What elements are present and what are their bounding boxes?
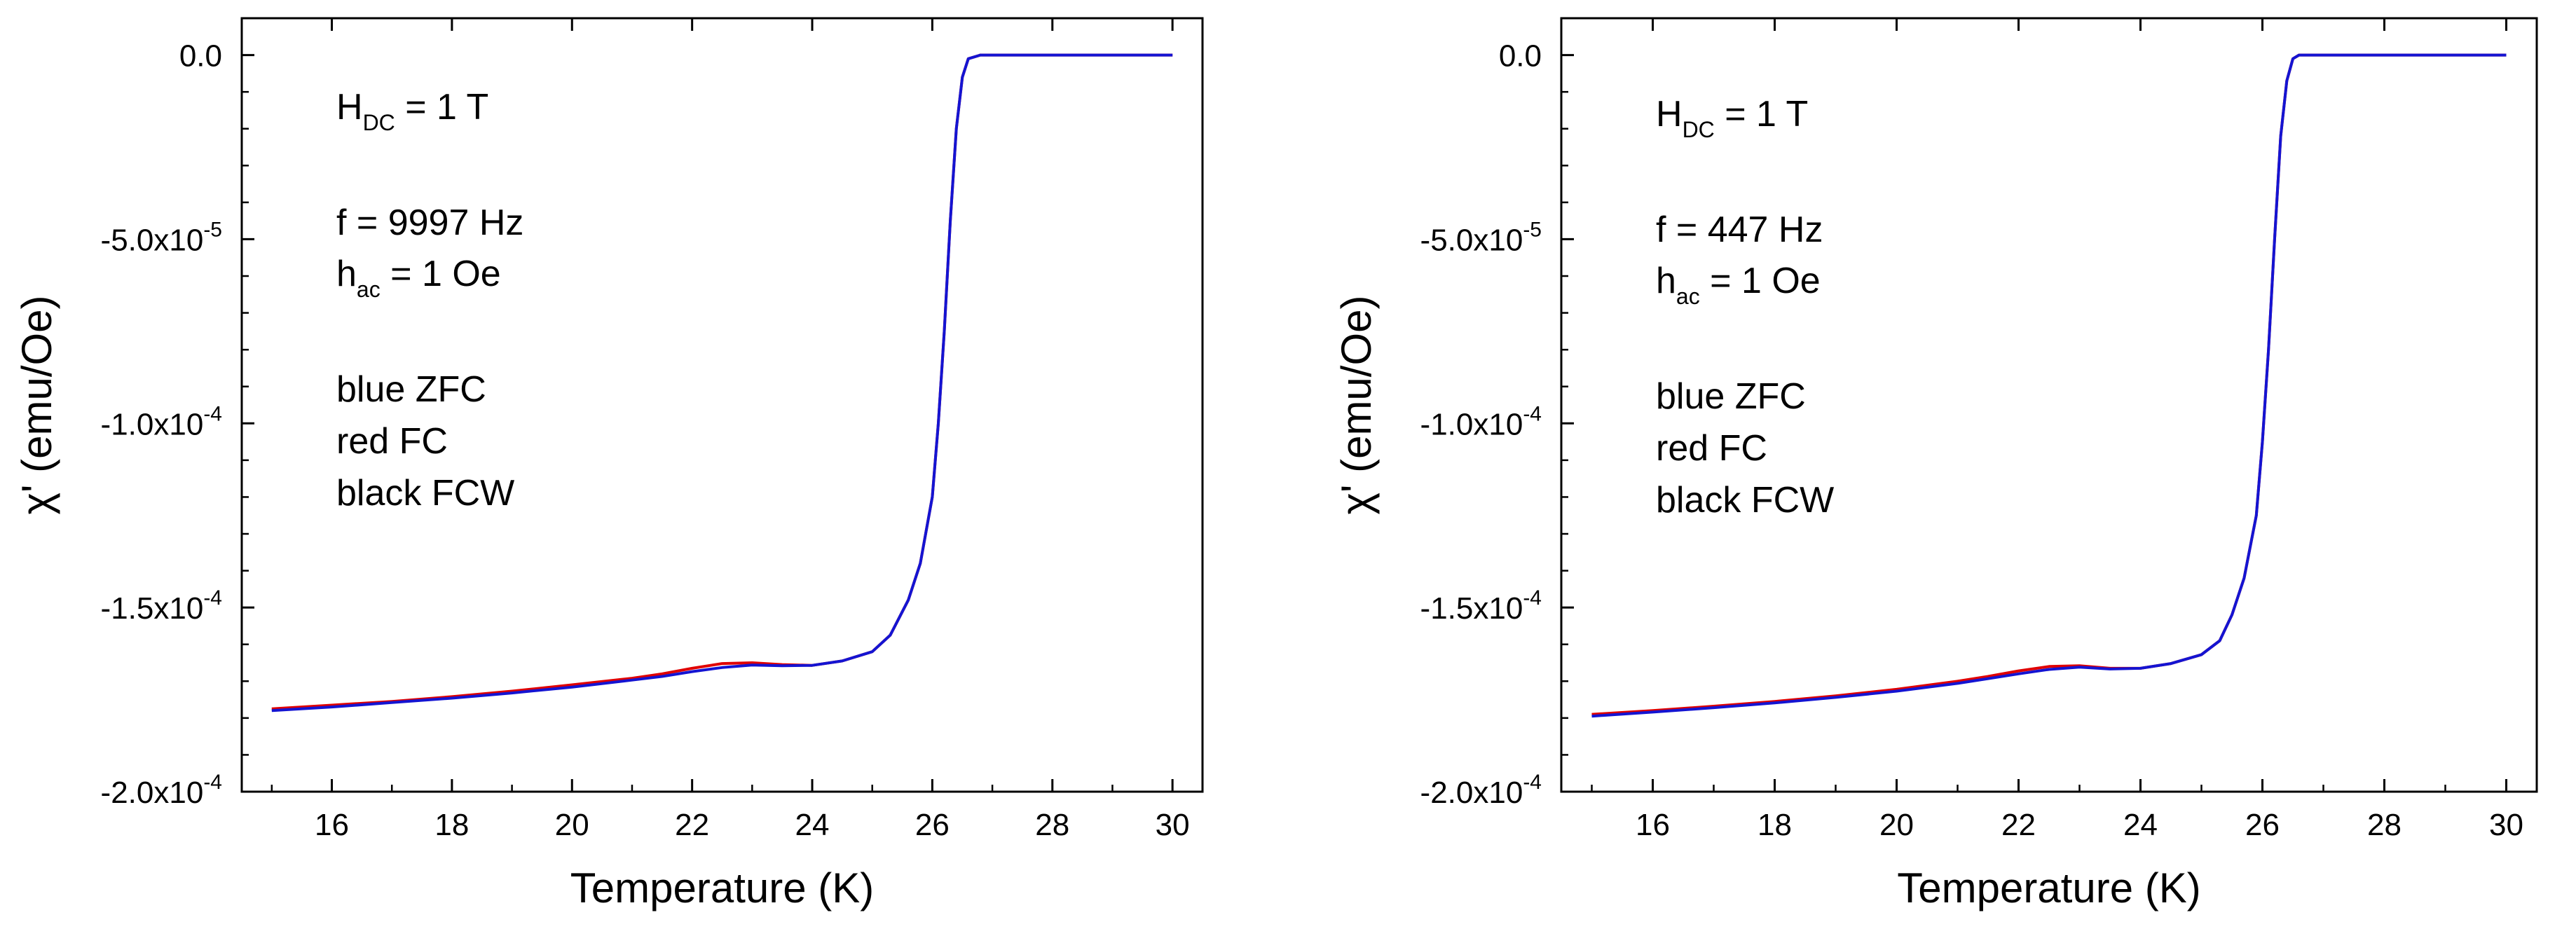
y-tick-mantissa: -1.5x10 bbox=[1420, 591, 1523, 626]
y-tick-label: -1.5x10-4 bbox=[1420, 586, 1542, 626]
y-axis-title: χ' (emu/Oe) bbox=[1333, 295, 1380, 514]
annotation-hac-value: = 1 Oe bbox=[381, 254, 501, 294]
annotation-hdc-symbol: H bbox=[1656, 94, 1683, 135]
annotation-hac-symbol: h bbox=[336, 254, 357, 294]
x-tick-label: 24 bbox=[2123, 808, 2158, 842]
y-tick-label: -1.0x10-4 bbox=[1420, 402, 1542, 441]
annotation-hdc-value: = 1 T bbox=[1715, 94, 1808, 135]
y-tick-mantissa: -1.0x10 bbox=[1420, 407, 1523, 441]
annotation-hdc: HDC = 1 T bbox=[1656, 94, 1808, 142]
y-tick-label: 0.0 bbox=[1499, 39, 1542, 74]
y-tick-label: -5.0x10-5 bbox=[1420, 218, 1542, 257]
series-zfc-line bbox=[271, 53, 1173, 713]
annotation-hac-subscript: ac bbox=[1676, 284, 1700, 309]
x-tick-label: 26 bbox=[915, 808, 950, 842]
y-tick-exponent: -4 bbox=[1523, 771, 1542, 794]
x-tick-label: 20 bbox=[1879, 808, 1914, 842]
legend-fcw-label: black FCW bbox=[1656, 480, 1834, 521]
legend-fc-label: red FC bbox=[336, 421, 448, 462]
x-tick-label: 30 bbox=[2489, 808, 2523, 842]
annotation-hac-symbol: h bbox=[1656, 261, 1676, 301]
x-tick-label: 16 bbox=[1636, 808, 1670, 842]
y-tick-mantissa: -5.0x10 bbox=[1420, 223, 1523, 257]
y-tick-label: 0.0 bbox=[179, 39, 222, 74]
legend-fc-label: red FC bbox=[1656, 428, 1767, 469]
y-tick-mantissa: -2.0x10 bbox=[101, 776, 204, 810]
y-tick-mantissa: 0.0 bbox=[1499, 39, 1542, 74]
x-tick-label: 18 bbox=[434, 808, 469, 842]
annotation-hdc-value: = 1 T bbox=[395, 87, 488, 128]
x-axis-title: Temperature (K) bbox=[570, 865, 874, 911]
x-tick-label: 22 bbox=[675, 808, 709, 842]
y-tick-exponent: -5 bbox=[1523, 218, 1542, 241]
annotation-hdc-subscript: DC bbox=[363, 110, 395, 135]
annotation-hdc-subscript: DC bbox=[1683, 117, 1715, 142]
annotation-hac: hac = 1 Oe bbox=[1656, 261, 1821, 309]
y-tick-mantissa: -5.0x10 bbox=[101, 223, 204, 257]
y-tick-exponent: -4 bbox=[203, 771, 222, 794]
x-tick-label: 28 bbox=[2367, 808, 2402, 842]
y-tick-label: -2.0x10-4 bbox=[101, 771, 222, 810]
annotation-hac: hac = 1 Oe bbox=[336, 254, 501, 302]
annotation-frequency: f = 447 Hz bbox=[1656, 209, 1823, 250]
x-tick-label: 22 bbox=[2001, 808, 2036, 842]
x-axis-title: Temperature (K) bbox=[1897, 865, 2200, 911]
chart-panel-1: 16 18 20 22 24 26 28 30-2.0x10-4-1.5x10-4-1.0x1… bbox=[13, 17, 1204, 911]
y-tick-label: -1.0x10-4 bbox=[101, 402, 222, 441]
annotation-hdc: HDC = 1 T bbox=[336, 87, 488, 135]
x-tick-label: 28 bbox=[1035, 808, 1069, 842]
plot-frame bbox=[1560, 17, 2538, 793]
y-axis-title: χ' (emu/Oe) bbox=[13, 295, 60, 514]
y-tick-exponent: -4 bbox=[203, 586, 222, 610]
x-tick-label: 16 bbox=[315, 808, 349, 842]
x-tick-label: 24 bbox=[795, 808, 830, 842]
y-tick-exponent: -4 bbox=[203, 402, 222, 425]
y-tick-mantissa: -2.0x10 bbox=[1420, 776, 1523, 810]
plot-frame bbox=[240, 17, 1204, 793]
annotation-hac-subscript: ac bbox=[357, 277, 381, 302]
x-tick-label: 20 bbox=[555, 808, 589, 842]
x-tick-label: 18 bbox=[1758, 808, 1792, 842]
annotation-hdc-symbol: H bbox=[336, 87, 363, 128]
series-zfc-line bbox=[1591, 53, 2507, 718]
y-tick-label: -5.0x10-5 bbox=[101, 218, 222, 257]
y-tick-exponent: -4 bbox=[1523, 402, 1542, 425]
legend-zfc-label: blue ZFC bbox=[336, 369, 486, 410]
y-tick-exponent: -4 bbox=[1523, 586, 1542, 610]
annotation-frequency: f = 9997 Hz bbox=[336, 202, 523, 243]
legend-fcw-label: black FCW bbox=[336, 473, 514, 514]
chart-panel-2: 16 18 20 22 24 26 28 30-2.0x10-4-1.5x10-4-1.0x1… bbox=[1333, 17, 2538, 911]
x-tick-label: 30 bbox=[1156, 808, 1190, 842]
y-tick-mantissa: -1.5x10 bbox=[101, 591, 204, 626]
legend-zfc-label: blue ZFC bbox=[1656, 376, 1806, 417]
y-tick-exponent: -5 bbox=[203, 218, 222, 241]
x-tick-label: 26 bbox=[2245, 808, 2280, 842]
y-tick-label: -2.0x10-4 bbox=[1420, 771, 1542, 810]
y-tick-mantissa: 0.0 bbox=[179, 39, 222, 74]
y-tick-label: -1.5x10-4 bbox=[101, 586, 222, 626]
annotation-hac-value: = 1 Oe bbox=[1700, 261, 1821, 301]
y-tick-mantissa: -1.0x10 bbox=[101, 407, 204, 441]
